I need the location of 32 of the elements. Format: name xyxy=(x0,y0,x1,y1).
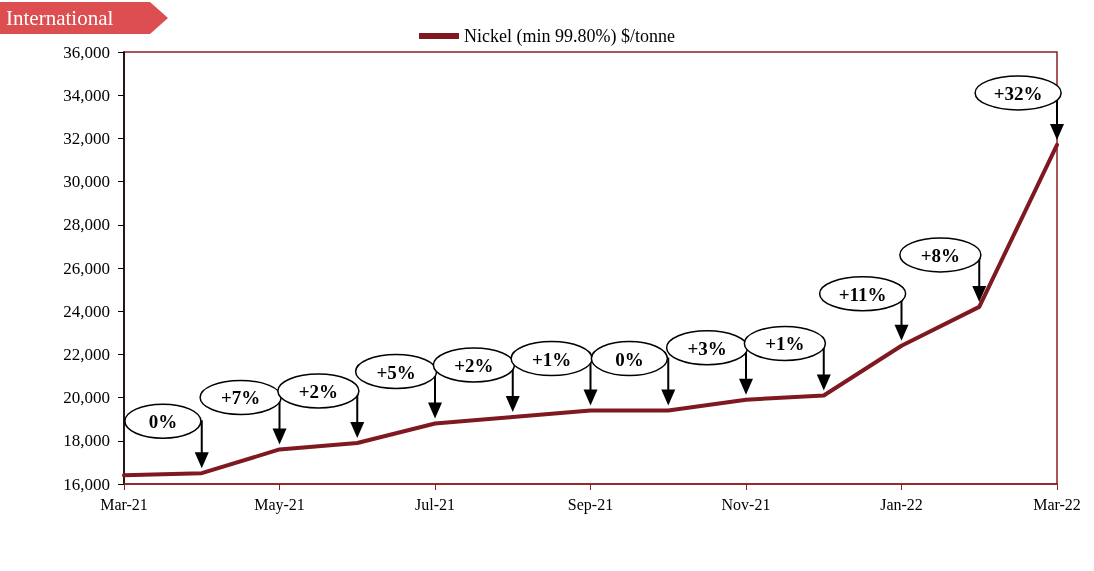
x-tick-label: Jul-21 xyxy=(415,495,455,513)
y-tick-label: 22,000 xyxy=(63,344,110,364)
text: International xyxy=(6,6,114,30)
x-tick-label: Jan-22 xyxy=(880,495,923,513)
y-tick-label: 28,000 xyxy=(63,215,110,235)
legend-label: Nickel (min 99.80%) $/tonne xyxy=(464,26,675,47)
annotation: +5% xyxy=(376,361,416,383)
y-tick-label: 36,000 xyxy=(63,42,110,62)
annotation: +1% xyxy=(531,348,572,370)
annotation: +3% xyxy=(687,337,727,359)
y-tick-label: 20,000 xyxy=(63,388,110,408)
annotation: +8% xyxy=(920,244,961,266)
x-tick-label: Mar-22 xyxy=(1033,495,1081,513)
x-tick-label: Mar-21 xyxy=(100,495,148,513)
annotation: 0% xyxy=(148,411,178,433)
y-tick-label: 24,000 xyxy=(63,301,110,321)
y-tick-label: 16,000 xyxy=(63,474,110,494)
annotation: +1% xyxy=(765,333,805,355)
annotation: +2% xyxy=(298,380,339,402)
annotation: +7% xyxy=(220,387,261,409)
x-tick-label: May-21 xyxy=(254,495,305,514)
annotation: +2% xyxy=(454,355,494,377)
y-tick-label: 32,000 xyxy=(63,128,110,148)
y-tick-label: 26,000 xyxy=(63,258,110,278)
y-tick-label: 34,000 xyxy=(63,85,110,105)
annotation: 0% xyxy=(615,348,644,370)
x-tick-label: Nov-21 xyxy=(721,495,771,513)
x-tick-label: Sep-21 xyxy=(567,495,614,514)
annotation: +32% xyxy=(993,82,1043,104)
annotation: +11% xyxy=(838,283,887,305)
y-tick-label: 30,000 xyxy=(63,172,110,192)
y-tick-label: 18,000 xyxy=(63,431,110,451)
